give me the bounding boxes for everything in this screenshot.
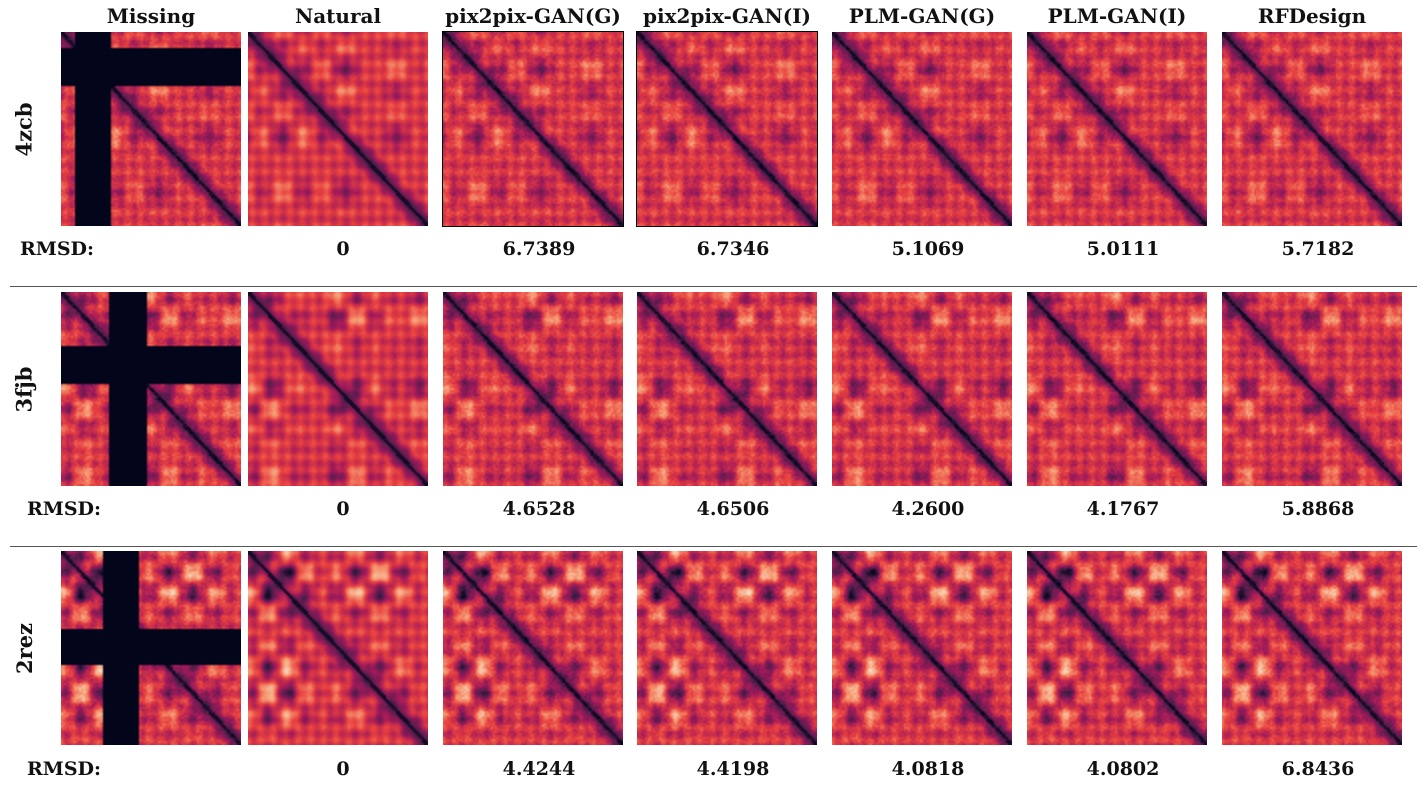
rmsd-value: 0 xyxy=(336,758,350,780)
rmsd-value: 4.1767 xyxy=(1086,498,1160,520)
distance-map xyxy=(637,551,817,745)
column-header: RFDesign xyxy=(1257,4,1367,28)
column-header: pix2pix-GAN(G) xyxy=(445,4,621,28)
rmsd-value: 4.2600 xyxy=(891,498,965,520)
distance-map xyxy=(248,32,428,226)
rmsd-value: 4.6528 xyxy=(502,498,576,520)
rmsd-value: 5.7182 xyxy=(1281,238,1355,260)
distance-map-canvas xyxy=(61,292,241,486)
distance-map xyxy=(61,551,241,745)
distance-map-canvas xyxy=(61,32,241,226)
column-header: PLM-GAN(G) xyxy=(848,4,996,28)
distance-map xyxy=(1222,551,1402,745)
rmsd-value: 6.7389 xyxy=(502,238,576,260)
distance-map-canvas xyxy=(442,31,624,227)
row-label-pdb-id: 3fjb xyxy=(4,294,44,484)
distance-map-canvas xyxy=(248,292,428,486)
distance-map-canvas xyxy=(1222,292,1402,486)
distance-map-canvas xyxy=(1222,551,1402,745)
distance-map-canvas xyxy=(1027,551,1207,745)
distance-map-canvas xyxy=(1222,32,1402,226)
rmsd-label: RMSD: xyxy=(27,498,102,520)
rmsd-value: 6.8436 xyxy=(1281,758,1355,780)
column-header: Missing xyxy=(106,4,196,28)
distance-map-canvas xyxy=(443,551,623,745)
distance-map-canvas xyxy=(636,31,818,227)
distance-map xyxy=(1222,292,1402,486)
distance-map xyxy=(61,32,241,226)
rmsd-label: RMSD: xyxy=(27,758,102,780)
rmsd-value: 0 xyxy=(336,238,350,260)
distance-map-canvas xyxy=(832,32,1012,226)
distance-map-canvas xyxy=(443,292,623,486)
rmsd-value: 4.4198 xyxy=(696,758,770,780)
distance-map xyxy=(1027,32,1207,226)
distance-map xyxy=(248,551,428,745)
distance-map xyxy=(832,292,1012,486)
distance-map-canvas xyxy=(832,551,1012,745)
distance-map-canvas xyxy=(832,292,1012,486)
rmsd-value: 0 xyxy=(336,498,350,520)
column-header: pix2pix-GAN(I) xyxy=(642,4,812,28)
distance-map-canvas xyxy=(637,551,817,745)
distance-map-canvas xyxy=(248,32,428,226)
distance-map xyxy=(248,292,428,486)
rmsd-value: 6.7346 xyxy=(696,238,770,260)
distance-map xyxy=(1222,32,1402,226)
distance-map-canvas xyxy=(1027,292,1207,486)
pdb-id-text: 3fjb xyxy=(11,366,37,412)
distance-map-canvas xyxy=(637,292,817,486)
distance-map xyxy=(637,292,817,486)
rmsd-value: 5.1069 xyxy=(891,238,965,260)
row-label-pdb-id: 4zcb xyxy=(4,34,44,224)
rmsd-value: 4.0818 xyxy=(891,758,965,780)
row-label-pdb-id: 2rez xyxy=(4,553,44,743)
row-divider xyxy=(10,546,1417,547)
pdb-id-text: 2rez xyxy=(11,622,37,674)
rmsd-value: 4.4244 xyxy=(502,758,576,780)
distance-map xyxy=(832,551,1012,745)
distance-map-canvas xyxy=(248,551,428,745)
distance-map xyxy=(443,551,623,745)
distance-map xyxy=(442,31,624,227)
rmsd-value: 5.8868 xyxy=(1281,498,1355,520)
column-header: PLM-GAN(I) xyxy=(1047,4,1187,28)
distance-map xyxy=(1027,551,1207,745)
rmsd-value: 4.0802 xyxy=(1086,758,1160,780)
distance-map-canvas xyxy=(1027,32,1207,226)
row-divider xyxy=(10,286,1417,287)
distance-map xyxy=(61,292,241,486)
distance-map xyxy=(636,31,818,227)
rmsd-label: RMSD: xyxy=(20,238,95,260)
rmsd-value: 5.0111 xyxy=(1086,238,1160,260)
distance-map xyxy=(443,292,623,486)
distance-map-canvas xyxy=(61,551,241,745)
distance-map xyxy=(1027,292,1207,486)
column-header: Natural xyxy=(294,4,382,28)
distance-map xyxy=(832,32,1012,226)
pdb-id-text: 4zcb xyxy=(11,101,37,157)
rmsd-value: 4.6506 xyxy=(696,498,770,520)
